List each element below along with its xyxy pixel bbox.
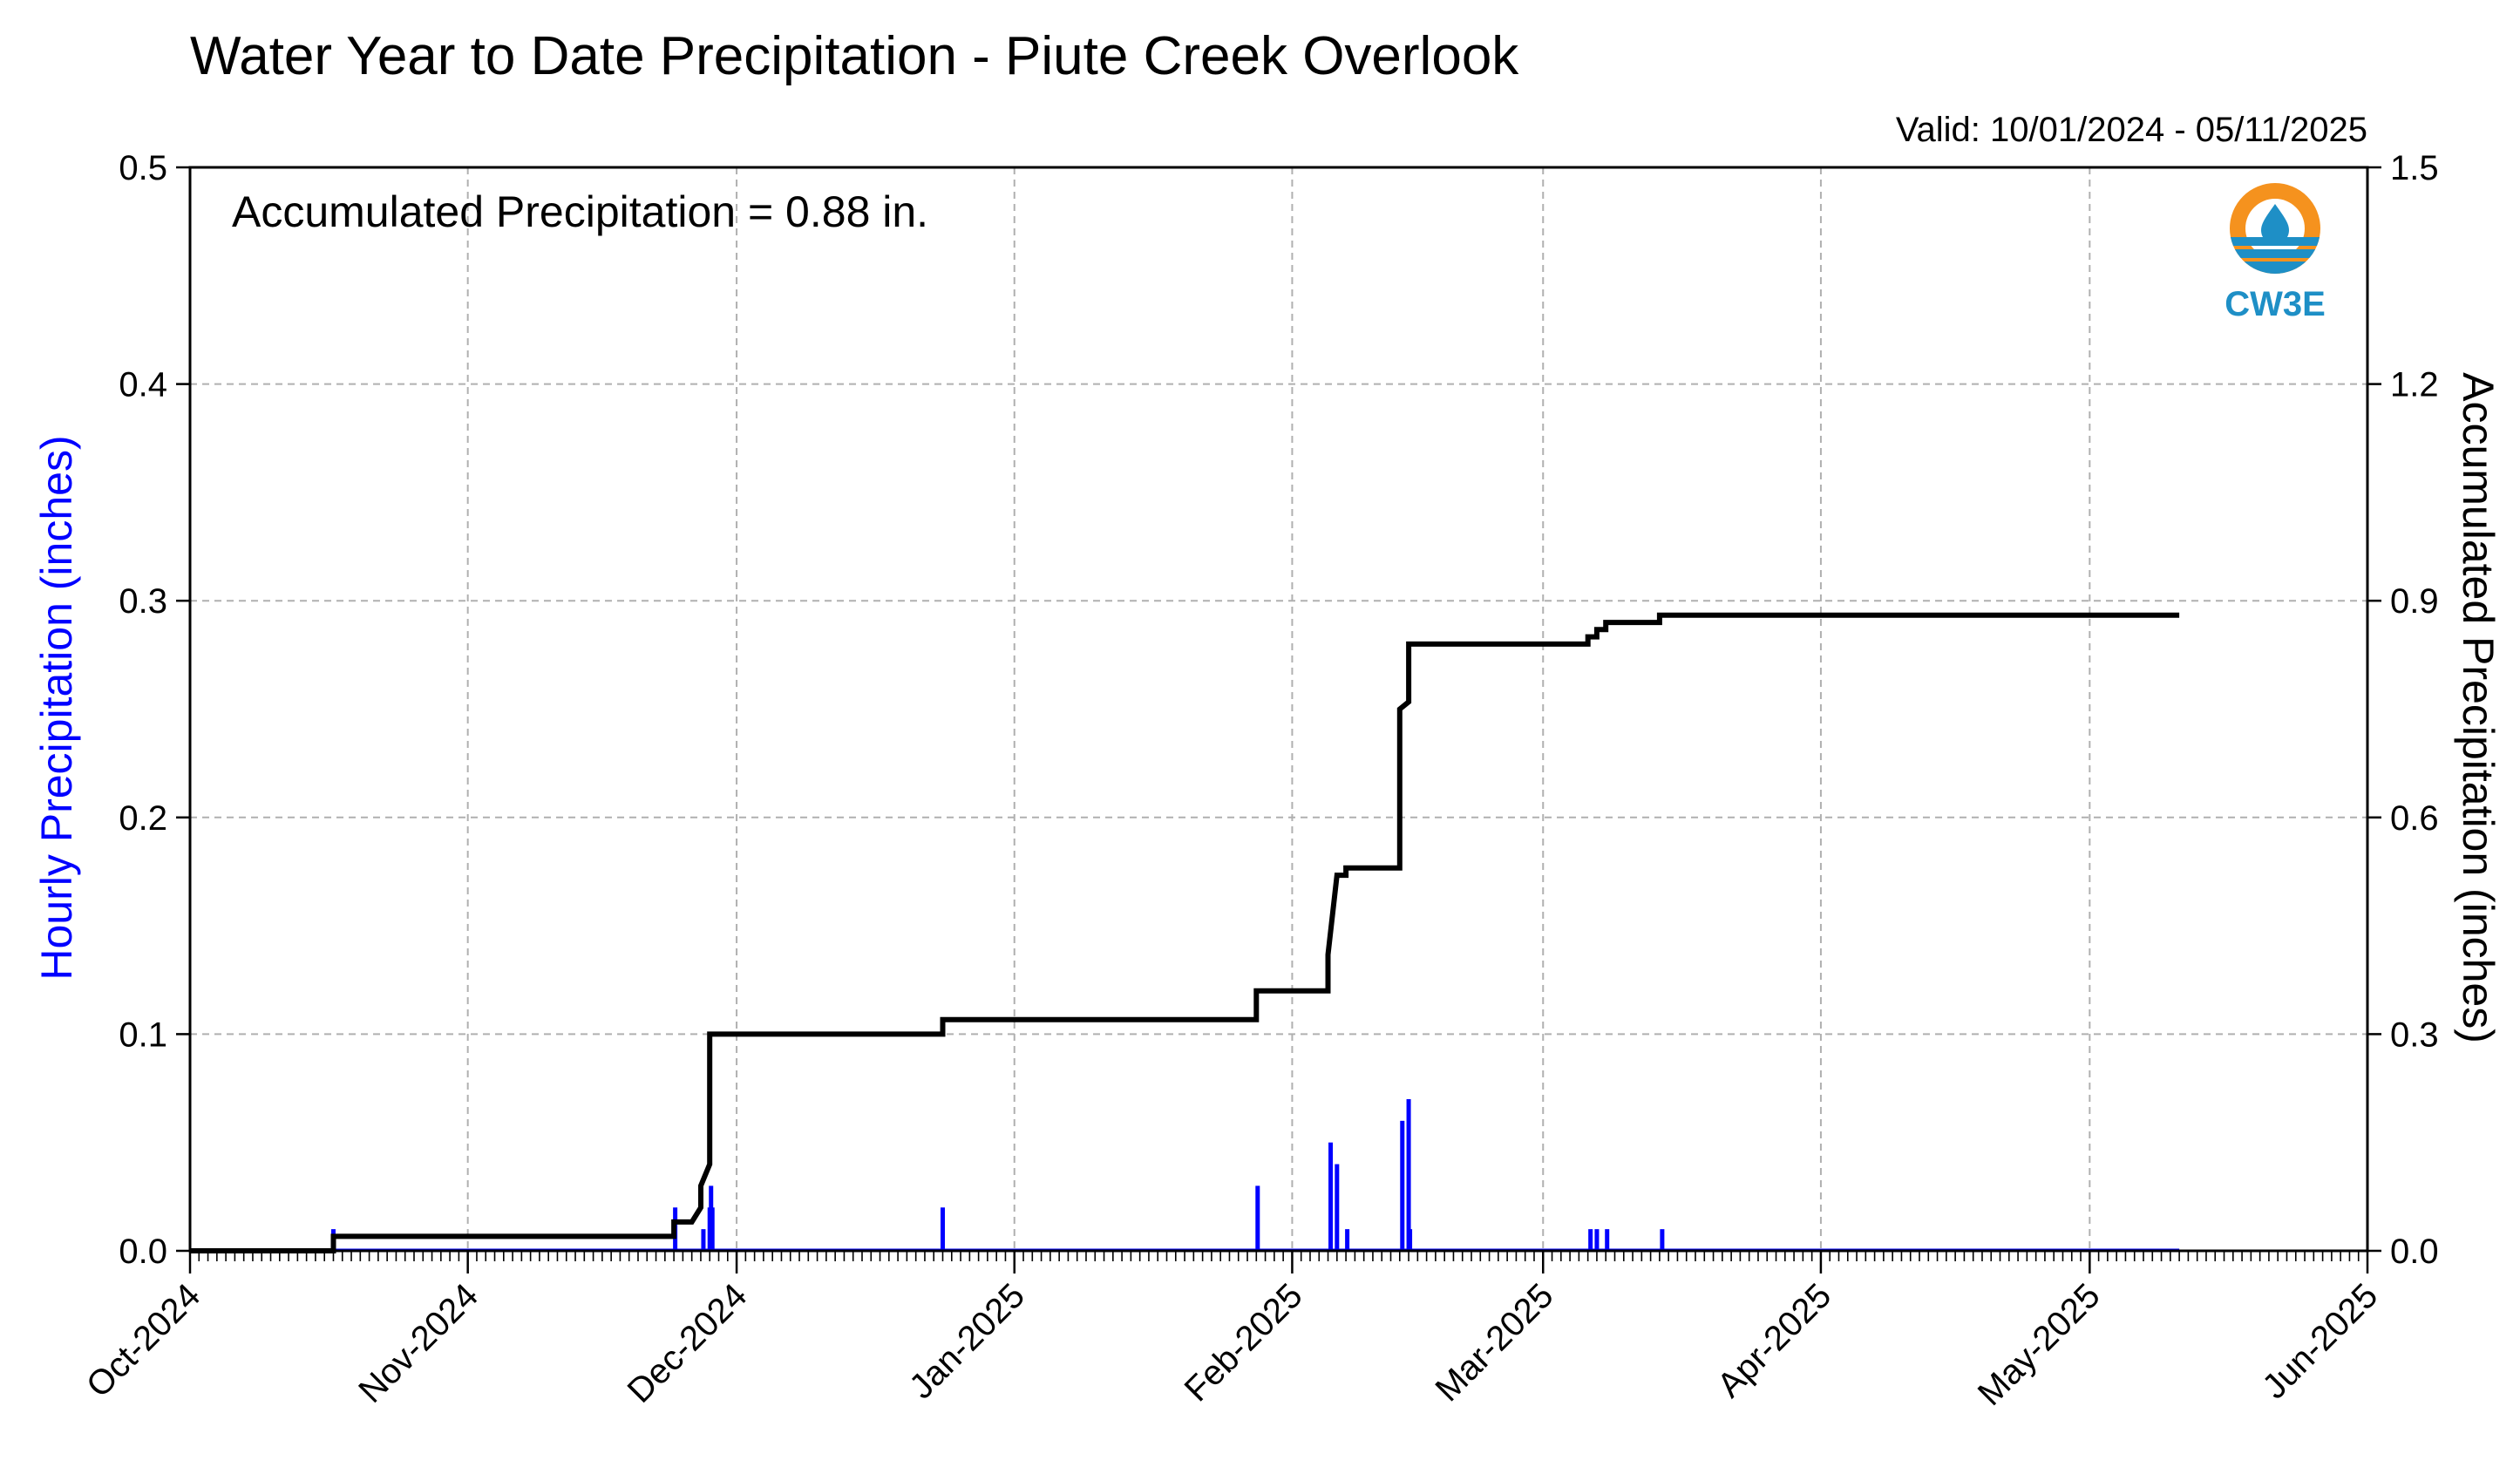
hourly-bar xyxy=(1400,1120,1405,1251)
right-y-tick-label: 0.0 xyxy=(2390,1233,2439,1271)
hourly-bar xyxy=(1328,1142,1334,1251)
hourly-bar xyxy=(1408,1229,1413,1251)
hourly-bar xyxy=(1335,1164,1340,1251)
plot-frame xyxy=(188,166,2369,1253)
right-y-tick-label: 1.2 xyxy=(2390,366,2439,404)
hourly-bar xyxy=(701,1229,706,1251)
left-y-tick-label: 0.0 xyxy=(119,1233,167,1271)
chart-title: Water Year to Date Precipitation - Piute… xyxy=(190,26,1519,86)
hourly-bar xyxy=(941,1207,946,1251)
right-y-tick-label: 0.6 xyxy=(2390,799,2439,838)
left-y-tick-label: 0.5 xyxy=(119,149,167,187)
accumulated-precipitation-series xyxy=(190,612,2180,1253)
accumulated-precipitation-line xyxy=(190,612,2180,1253)
hourly-bar xyxy=(1588,1229,1593,1251)
left-y-axis-label: Hourly Precipitation (inches) xyxy=(32,435,81,980)
right-y-tick-label: 0.9 xyxy=(2390,582,2439,621)
right-y-tick-label: 0.3 xyxy=(2390,1015,2439,1054)
right-y-ticks: 0.0 0.3 0.6 0.9 1.2 1.5 xyxy=(2367,149,2439,1271)
hourly-bar xyxy=(1345,1229,1350,1251)
accumulated-total-annotation: Accumulated Precipitation = 0.88 in. xyxy=(232,187,928,236)
hourly-bar xyxy=(1660,1229,1665,1251)
valid-date-range: Valid: 10/01/2024 - 05/11/2025 xyxy=(1896,111,2367,149)
hourly-bar xyxy=(1406,1098,1411,1251)
right-y-tick-label: 1.5 xyxy=(2390,149,2439,187)
left-y-tick-label: 0.1 xyxy=(119,1015,167,1054)
cw3e-logo: CW3E xyxy=(2225,183,2326,323)
left-y-tick-label: 0.3 xyxy=(119,582,167,621)
right-y-axis-label: Accumulated Precipitation (inches) xyxy=(2454,372,2503,1043)
left-y-tick-label: 0.4 xyxy=(119,366,167,404)
hourly-bar xyxy=(1255,1185,1260,1251)
hourly-bar xyxy=(1605,1229,1610,1251)
axes-frame xyxy=(188,166,2369,1253)
logo-text: CW3E xyxy=(2225,285,2326,323)
hourly-bar xyxy=(710,1207,715,1251)
left-y-tick-label: 0.2 xyxy=(119,799,167,838)
hourly-bar xyxy=(1594,1229,1600,1251)
left-y-ticks: 0.0 0.1 0.2 0.3 0.4 0.5 xyxy=(119,149,190,1271)
logo-water-drop-icon xyxy=(2261,204,2289,244)
grid-lines xyxy=(190,167,2367,1251)
